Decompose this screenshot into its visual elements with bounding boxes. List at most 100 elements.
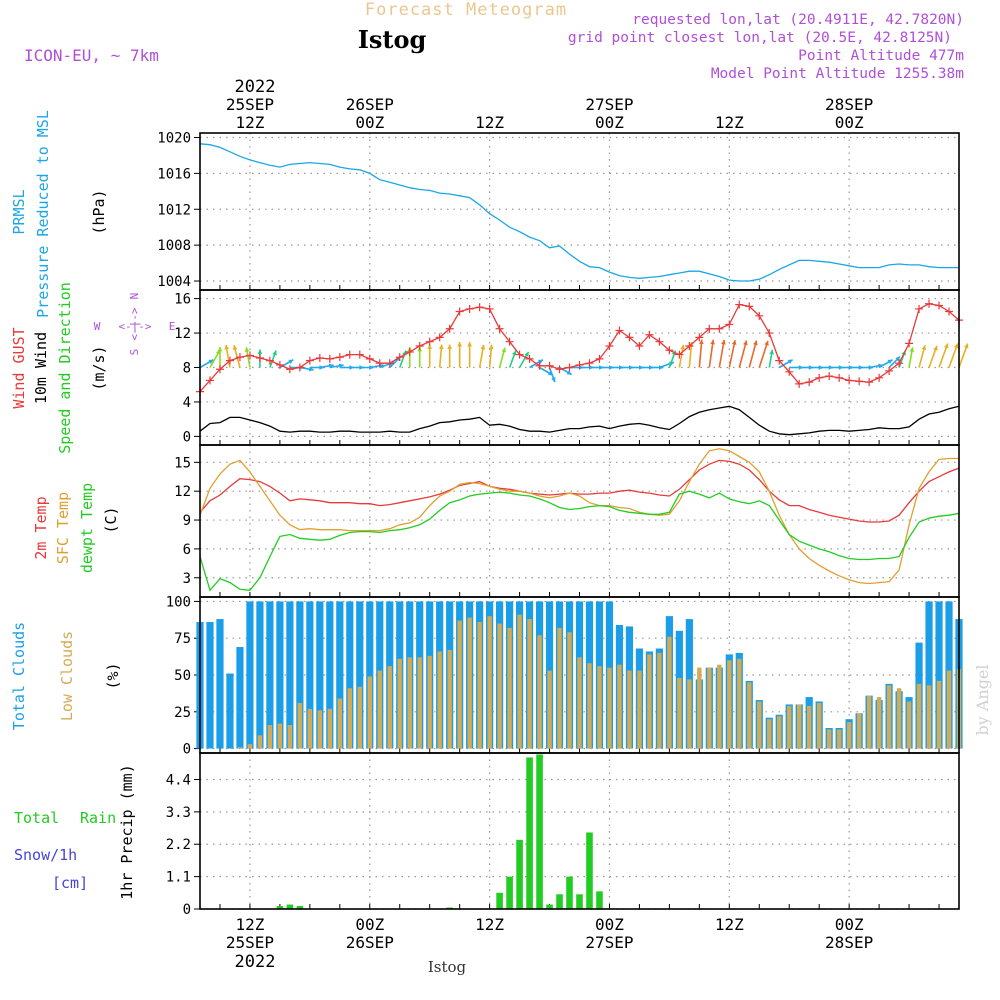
low-clouds-bar bbox=[407, 657, 412, 749]
temperature-line-sfc-temp bbox=[199, 448, 959, 585]
pressure-label-msl: Pressure Reduced to MSL bbox=[34, 110, 52, 318]
low-clouds-bar bbox=[926, 685, 932, 749]
gust-marker bbox=[885, 366, 894, 375]
rain-bar bbox=[296, 906, 304, 909]
low-clouds-bar bbox=[507, 627, 512, 749]
wind-arrow-head bbox=[943, 343, 949, 349]
total-clouds-bar bbox=[326, 601, 334, 749]
y-tick-label: 75 bbox=[174, 631, 191, 647]
low-clouds-bar bbox=[577, 657, 582, 749]
total-clouds-bar bbox=[256, 601, 264, 749]
low-clouds-bar bbox=[826, 729, 832, 749]
pressure-labels: PRMSL Pressure Reduced to MSL (hPa) bbox=[10, 110, 108, 318]
wind-arrow bbox=[718, 339, 725, 368]
low-clouds-bar bbox=[787, 705, 792, 749]
wind-arrow-head bbox=[257, 349, 263, 354]
top-year: 2022 bbox=[235, 77, 276, 97]
gust-marker bbox=[785, 367, 794, 376]
rain-bar bbox=[586, 832, 593, 909]
low-clouds-bar bbox=[697, 667, 702, 749]
low-clouds-bar bbox=[856, 713, 862, 749]
gust-marker bbox=[585, 359, 594, 368]
gust-marker bbox=[695, 333, 704, 342]
y-tick-label: 1020 bbox=[157, 130, 191, 146]
top-tick-hour: 00Z bbox=[835, 113, 864, 132]
y-tick-label: 1008 bbox=[157, 238, 191, 254]
temperature-labels: 2m Temp SFC Temp dewpt Temp (C) bbox=[32, 483, 120, 573]
low-clouds-bar bbox=[547, 670, 552, 749]
gust-marker bbox=[225, 356, 234, 365]
low-clouds-bar bbox=[267, 725, 273, 749]
wind-arrow-head bbox=[933, 345, 938, 351]
top-tick-date: 28SEP bbox=[825, 95, 873, 114]
clouds-labels: Total Clouds Low Clouds (%) bbox=[10, 622, 122, 730]
wind-arrow bbox=[748, 340, 758, 368]
low-clouds-bar bbox=[437, 651, 442, 749]
low-clouds-bar bbox=[377, 670, 382, 749]
gust-marker bbox=[945, 307, 954, 316]
y-tick-label: 50 bbox=[174, 668, 191, 684]
rain-bar bbox=[566, 876, 573, 909]
low-clouds-bar bbox=[906, 701, 912, 749]
low-clouds-bar bbox=[417, 657, 422, 749]
wind-arrow-head bbox=[787, 359, 793, 365]
low-clouds-bar bbox=[277, 723, 283, 749]
wind-arrow-head bbox=[753, 340, 758, 346]
wind-direction-arrows bbox=[199, 339, 969, 383]
wind-arrow-head bbox=[217, 347, 223, 352]
pressure-line-prmsl bbox=[199, 143, 959, 282]
location-title: Istog bbox=[358, 25, 427, 54]
gust-marker bbox=[305, 356, 314, 365]
gust-marker bbox=[925, 299, 934, 308]
top-tick-hour: 00Z bbox=[355, 113, 384, 132]
footer-location: Istog bbox=[428, 958, 467, 976]
low-clouds-bar bbox=[387, 666, 392, 749]
low-clouds-bar bbox=[517, 614, 522, 749]
low-clouds-bar bbox=[737, 658, 742, 749]
low-clouds-bar bbox=[487, 616, 492, 749]
gust-marker bbox=[735, 300, 744, 309]
y-tick-label: 3.3 bbox=[166, 805, 191, 821]
gust-marker bbox=[395, 353, 404, 362]
rain-bar bbox=[596, 891, 603, 909]
low-clouds-bar bbox=[597, 666, 602, 749]
wind-line-wind-gust bbox=[199, 303, 960, 393]
y-tick-label: 1012 bbox=[157, 202, 191, 218]
wind-arrow-head bbox=[721, 339, 726, 345]
low-clouds-bar bbox=[936, 680, 942, 749]
rain-bar bbox=[536, 754, 543, 909]
low-clouds-bar bbox=[467, 617, 472, 749]
gust-marker bbox=[555, 365, 564, 374]
low-clouds-bar bbox=[916, 683, 922, 749]
low-clouds-bar bbox=[347, 688, 352, 749]
gust-marker bbox=[245, 351, 254, 360]
wind-arrow-head bbox=[427, 344, 433, 349]
low-clouds-bar bbox=[816, 702, 822, 749]
low-clouds-bar bbox=[846, 722, 852, 749]
total-clouds-bar bbox=[206, 622, 214, 749]
bottom-tick-date: 25SEP bbox=[226, 933, 274, 952]
gust-marker bbox=[275, 360, 284, 369]
top-tick-hour: 12Z bbox=[235, 113, 264, 132]
wind-arrow-head bbox=[232, 345, 238, 351]
requested-coords: requested lon,lat (20.4911E, 42.7820N) bbox=[632, 12, 964, 28]
gust-marker bbox=[575, 360, 584, 369]
wind-arrow bbox=[728, 339, 736, 368]
gust-marker bbox=[235, 353, 244, 362]
temp-unit: (C) bbox=[102, 506, 120, 533]
low-clouds-bar bbox=[637, 670, 642, 749]
low-clouds-bar bbox=[627, 670, 632, 749]
bottom-tick-hour: 00Z bbox=[835, 915, 864, 934]
gust-marker bbox=[715, 324, 724, 333]
gust-marker bbox=[425, 337, 434, 346]
temperature-panel: 3 6 9 12 15 bbox=[174, 444, 960, 598]
wind-label-10m: 10m Wind bbox=[32, 332, 50, 404]
y-tick-label: 12 bbox=[174, 484, 191, 500]
gust-marker bbox=[465, 304, 474, 313]
wind-labels: Wind GUST 10m Wind Speed and Direction (… bbox=[10, 282, 175, 454]
low-clouds-bar bbox=[807, 705, 812, 749]
low-clouds-bar bbox=[247, 744, 253, 749]
gust-marker bbox=[495, 324, 504, 333]
gust-marker bbox=[645, 330, 654, 339]
